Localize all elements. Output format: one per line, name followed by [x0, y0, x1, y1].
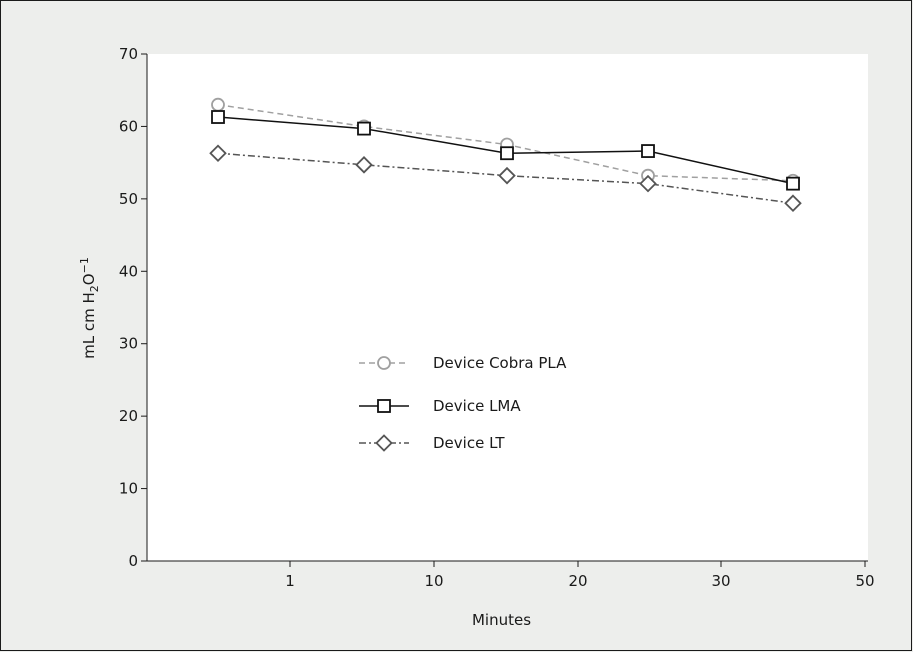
- y-title-part: mL cm H: [80, 292, 98, 359]
- data-point: [641, 144, 655, 158]
- data-point: [355, 156, 373, 174]
- legend-marker: [377, 356, 391, 370]
- y-tick-label: 60: [119, 117, 138, 135]
- y-tick-label: 70: [119, 45, 138, 63]
- x-axis-title: Minutes: [472, 611, 531, 629]
- y-tick-label: 40: [119, 262, 138, 280]
- data-point: [211, 110, 225, 124]
- x-tick-label: 50: [855, 572, 874, 590]
- legend-marker: [377, 399, 391, 413]
- series-square: [211, 110, 800, 191]
- axes: [146, 54, 868, 562]
- plot-area: [147, 54, 868, 561]
- data-point: [357, 121, 371, 136]
- y-axis-title: mL cm H2O−1: [78, 257, 101, 359]
- y-tick-label: 10: [119, 480, 138, 498]
- y-title-superscript: −1: [78, 257, 91, 273]
- x-tick-label: 1: [285, 572, 295, 590]
- legend-item: Device LT: [359, 434, 505, 452]
- x-tick-label: 30: [711, 572, 730, 590]
- data-point: [500, 146, 514, 161]
- legend-label: Device LMA: [433, 397, 521, 415]
- legend-marker: [375, 434, 393, 452]
- legend-item: Device Cobra PLA: [359, 354, 567, 372]
- legend-label: Device Cobra PLA: [433, 354, 567, 372]
- data-point: [786, 176, 800, 191]
- y-tick-label: 0: [128, 552, 138, 570]
- legend-item: Device LMA: [359, 397, 521, 415]
- x-tick-label: 10: [424, 572, 443, 590]
- y-tick-label: 20: [119, 407, 138, 425]
- x-tick-label: 20: [568, 572, 587, 590]
- data-point: [639, 174, 657, 193]
- legend: Device Cobra PLA Device LMA Device LT: [359, 354, 567, 452]
- data-point: [211, 97, 225, 112]
- y-tick-label: 30: [119, 335, 138, 353]
- legend-label: Device LT: [433, 434, 505, 452]
- data-point: [209, 144, 227, 162]
- series-layer: [209, 97, 802, 212]
- y-tick-label: 50: [119, 190, 138, 208]
- series-diamond: [209, 144, 802, 212]
- y-title-subscript: 2: [88, 285, 101, 292]
- y-title-part: O: [80, 273, 98, 285]
- data-point: [784, 194, 802, 212]
- ticks: 0 10 20 30 40 50 60 70 1 10 20 30 50: [119, 45, 875, 590]
- data-point: [498, 166, 516, 185]
